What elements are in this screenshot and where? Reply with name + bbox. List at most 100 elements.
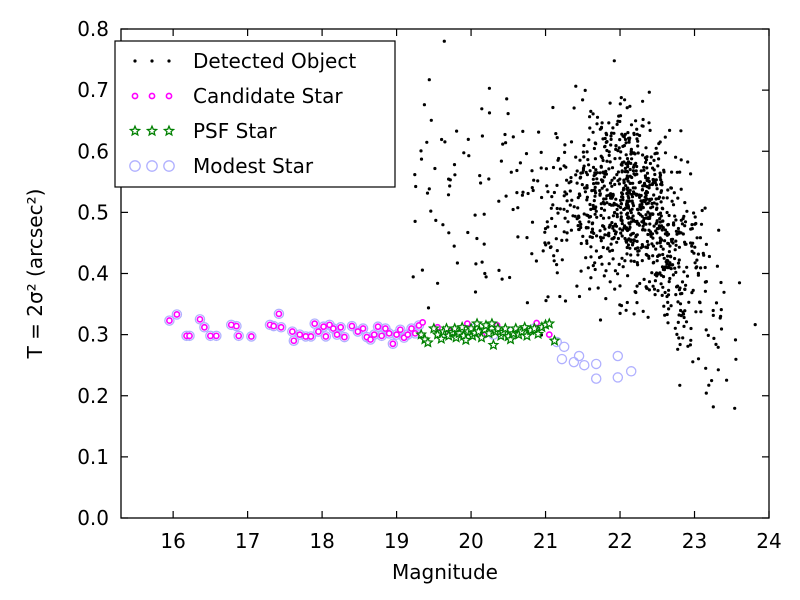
point-detected-object: [613, 287, 617, 291]
point-detected-object: [441, 223, 445, 227]
point-detected-object: [620, 169, 624, 173]
point-detected-object: [626, 203, 630, 207]
point-detected-object: [584, 256, 588, 260]
point-detected-object: [675, 332, 679, 336]
point-detected-object: [635, 127, 639, 131]
point-detected-object: [579, 175, 583, 179]
point-detected-object: [611, 226, 615, 230]
point-detected-object: [592, 182, 596, 186]
point-detected-object: [642, 165, 646, 169]
point-detected-object: [608, 181, 613, 185]
point-detected-object: [429, 118, 433, 122]
point-detected-object: [640, 124, 644, 128]
point-detected-object: [661, 285, 665, 289]
point-detected-object: [515, 191, 519, 195]
point-detected-object: [596, 181, 600, 185]
point-detected-object: [566, 220, 570, 224]
point-detected-object: [562, 230, 566, 234]
point-detected-object: [651, 284, 655, 288]
point-detected-object: [691, 241, 695, 245]
point-candidate-star: [354, 328, 362, 335]
point-detected-object: [597, 255, 602, 260]
point-modest-star: [387, 338, 399, 350]
point-detected-object: [658, 171, 662, 175]
point-candidate-star: [270, 322, 278, 330]
point-detected-object: [659, 189, 664, 193]
point-detected-object: [686, 160, 690, 164]
legend-marker: [148, 92, 156, 100]
point-detected-object: [676, 320, 680, 324]
point-detected-object: [680, 280, 685, 284]
point-detected-object: [636, 151, 640, 155]
point-detected-object: [667, 288, 671, 292]
point-psf-star: [427, 322, 440, 334]
point-detected-object: [652, 158, 656, 162]
point-detected-object: [676, 284, 680, 288]
point-detected-object: [646, 232, 650, 237]
point-detected-object: [578, 220, 582, 224]
point-detected-object: [425, 191, 430, 195]
point-candidate-star: [290, 337, 298, 345]
point-detected-object: [630, 232, 634, 236]
point-detected-object: [599, 213, 603, 218]
point-detected-object: [593, 212, 597, 216]
point-candidate-star: [307, 333, 315, 340]
point-detected-object: [645, 166, 649, 170]
point-detected-object: [582, 143, 586, 148]
point-detected-object: [683, 220, 688, 224]
point-detected-object: [565, 209, 569, 213]
point-detected-object: [645, 171, 650, 175]
point-detected-object: [632, 163, 636, 167]
point-detected-object: [631, 181, 635, 185]
point-detected-object: [422, 103, 426, 107]
point-detected-object: [558, 294, 562, 299]
point-detected-object: [609, 137, 613, 141]
y-tick-label: 0.7: [77, 78, 109, 102]
point-detected-object: [632, 151, 636, 155]
point-detected-object: [473, 290, 478, 294]
point-detected-object: [621, 192, 625, 196]
point-detected-object: [575, 284, 579, 288]
point-detected-object: [625, 200, 629, 204]
point-psf-star: [482, 327, 495, 339]
point-detected-object: [628, 136, 632, 140]
point-detected-object: [607, 216, 611, 220]
point-detected-object: [620, 256, 624, 260]
point-detected-object: [429, 209, 433, 213]
point-detected-object: [683, 201, 687, 205]
point-detected-object: [659, 178, 663, 182]
point-detected-object: [658, 271, 662, 275]
point-detected-object: [706, 333, 710, 337]
point-detected-object: [591, 206, 595, 211]
point-detected-object: [591, 112, 595, 116]
point-modest-star: [612, 372, 624, 383]
point-detected-object: [618, 102, 622, 106]
point-detected-object: [520, 193, 525, 197]
point-detected-object: [599, 206, 604, 211]
point-detected-object: [648, 183, 652, 187]
point-detected-object: [608, 249, 612, 253]
point-detected-object: [693, 245, 697, 249]
point-detected-object: [599, 165, 603, 169]
point-detected-object: [737, 281, 742, 285]
point-detected-object: [630, 199, 634, 203]
point-candidate-star: [235, 332, 243, 340]
point-detected-object: [578, 158, 582, 162]
point-detected-object: [663, 228, 668, 232]
point-detected-object: [719, 308, 723, 312]
point-detected-object: [641, 153, 645, 157]
point-detected-object: [696, 252, 701, 256]
point-detected-object: [603, 233, 607, 237]
point-detected-object: [579, 241, 583, 246]
point-detected-object: [678, 286, 682, 290]
point-detected-object: [603, 145, 607, 149]
point-detected-object: [579, 222, 583, 226]
point-detected-object: [588, 202, 592, 207]
point-detected-object: [553, 224, 558, 228]
point-detected-object: [592, 146, 597, 151]
point-detected-object: [626, 131, 630, 135]
y-axis-ticks: 0.0 0.1 0.2 0.3 0.4 0.5 0.6 0.7 0.8: [77, 17, 769, 530]
point-detected-object: [629, 253, 633, 257]
point-detected-object: [551, 203, 555, 207]
point-detected-object: [657, 224, 661, 228]
